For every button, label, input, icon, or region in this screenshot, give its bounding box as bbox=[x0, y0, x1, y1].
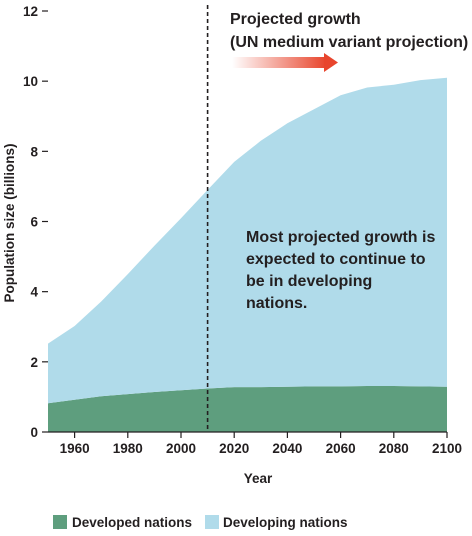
y-tick-label: 2 bbox=[30, 355, 38, 370]
x-tick-label: 1980 bbox=[113, 441, 143, 456]
annotation-note-line-4: nations. bbox=[246, 295, 307, 312]
y-axis-title: Population size (billions) bbox=[2, 143, 17, 302]
x-tick-label: 2000 bbox=[166, 441, 196, 456]
annotation-projection-line2: (UN medium variant projection) bbox=[230, 34, 468, 51]
x-tick-label: 2040 bbox=[272, 441, 302, 456]
x-axis-title: Year bbox=[244, 471, 273, 486]
area-series-0 bbox=[48, 386, 447, 432]
legend-label-developed: Developed nations bbox=[72, 515, 192, 530]
y-tick-label: 8 bbox=[30, 144, 38, 159]
x-tick-label: 2060 bbox=[326, 441, 356, 456]
y-tick-label: 6 bbox=[30, 215, 38, 230]
x-tick-label: 1960 bbox=[60, 441, 90, 456]
x-tick-label: 2020 bbox=[219, 441, 249, 456]
annotation-projection-line1: Projected growth bbox=[230, 11, 361, 28]
projection-arrow-icon bbox=[232, 53, 338, 72]
legend-label-developing: Developing nations bbox=[223, 515, 348, 530]
x-tick-label: 2080 bbox=[379, 441, 409, 456]
annotation-note-line-3: be in developing bbox=[246, 273, 372, 290]
y-tick-label: 4 bbox=[30, 285, 38, 300]
legend-swatch-developed bbox=[53, 515, 67, 529]
area-layer bbox=[48, 77, 447, 432]
area-series-1 bbox=[48, 77, 447, 404]
y-tick-label: 12 bbox=[23, 4, 38, 19]
tick-layer: 1960 1980 2000 2020 2040 2060 2080 2100 0 2 4 6 8 10 1… bbox=[23, 4, 462, 456]
x-tick-label: 2100 bbox=[432, 441, 462, 456]
y-tick-label: 10 bbox=[23, 74, 38, 89]
annotation-note-line-2: expected to continue to bbox=[246, 251, 426, 268]
annotation-note-line-1: Most projected growth is bbox=[246, 229, 435, 246]
legend: Developed nations Developing nations bbox=[53, 515, 348, 530]
y-tick-label: 0 bbox=[30, 425, 38, 440]
legend-swatch-developing bbox=[205, 515, 219, 529]
